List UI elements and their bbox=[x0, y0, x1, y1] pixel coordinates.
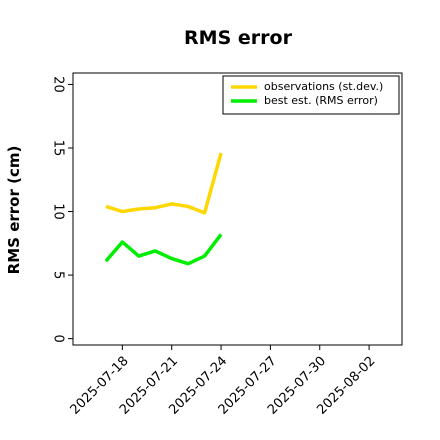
series-line bbox=[104, 233, 223, 266]
legend-label: best est. (RMS error) bbox=[264, 94, 378, 107]
legend-label: observations (st.dev.) bbox=[264, 80, 383, 93]
y-axis-label: RMS error (cm) bbox=[5, 146, 23, 275]
legend-box bbox=[222, 75, 400, 115]
y-tick-label: 20 bbox=[51, 76, 66, 93]
y-tick-label: 5 bbox=[51, 271, 66, 279]
y-tick-label: 0 bbox=[51, 335, 66, 343]
chart-title: RMS error bbox=[184, 27, 293, 49]
series-line bbox=[105, 152, 223, 215]
y-tick-label: 10 bbox=[51, 203, 66, 220]
plot-frame bbox=[72, 72, 403, 346]
y-tick-label: 15 bbox=[51, 140, 66, 157]
